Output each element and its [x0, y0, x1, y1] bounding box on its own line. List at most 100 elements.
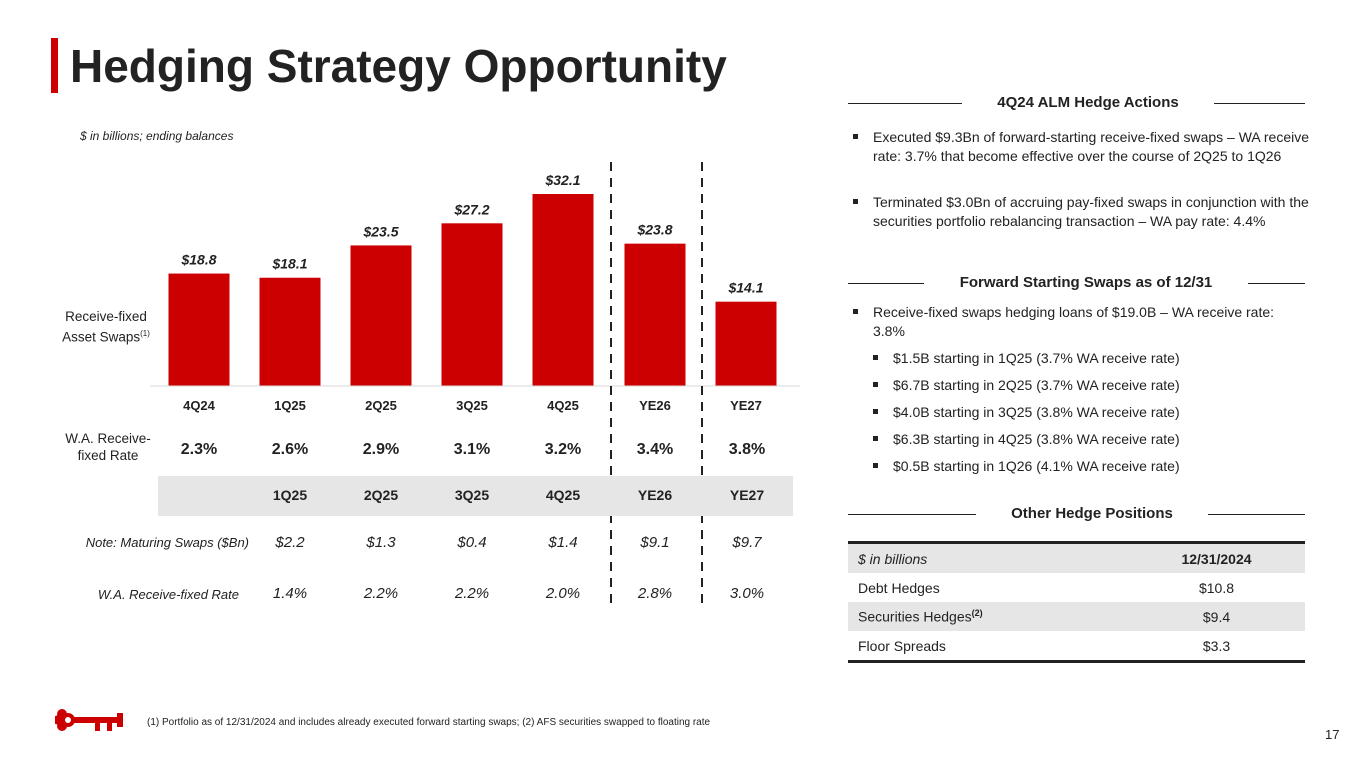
bullet-square-icon [853, 134, 858, 139]
maturing-rate-4q25: 2.0% [545, 585, 581, 602]
maturing-rate-ye27: 3.0% [729, 585, 765, 602]
maturing-swaps-1q25: $2.2 [275, 534, 305, 551]
alm-bullet-1-text: Executed $9.3Bn of forward-starting rece… [873, 129, 1310, 164]
bullet-square-icon [873, 436, 878, 441]
rate-row-label-line2: fixed Rate [77, 448, 139, 463]
maturing-swaps-label: Note: Maturing Swaps ($Bn) [85, 535, 249, 550]
maturing-header-1q25: 1Q25 [272, 487, 308, 503]
forward-main-text: Receive-fixed swaps hedging loans of $19… [873, 304, 1275, 339]
bullet-square-icon [873, 463, 878, 468]
bar-4q25 [532, 194, 594, 386]
maturing-rate-3q25: 2.2% [454, 585, 490, 602]
bar-2q25 [350, 245, 412, 386]
rate-4q24: 2.3% [180, 441, 218, 458]
category-label-2q25: 2Q25 [365, 398, 397, 413]
value-label-4q25: $32.1 [544, 172, 580, 188]
value-label-ye26: $23.8 [636, 222, 672, 238]
table-row-label: Debt Hedges [858, 579, 940, 596]
bar-3q25 [441, 223, 503, 386]
maturing-header-ye26: YE26 [637, 487, 673, 503]
maturing-swaps-2q25: $1.3 [366, 534, 396, 551]
maturing-header-3q25: 3Q25 [454, 487, 490, 503]
other-hedge-table: $ in billions 12/31/2024 Debt Hedges $10… [848, 541, 1305, 663]
units-note: $ in billions; ending balances [80, 129, 234, 143]
rate-ye27: 3.8% [728, 441, 766, 458]
bullet-square-icon [873, 382, 878, 387]
bar-4q24 [168, 273, 230, 386]
forward-sub-bullet-5: $0.5B starting in 1Q26 (4.1% WA receive … [873, 457, 1273, 476]
category-label-4q25: 4Q25 [547, 398, 579, 413]
maturing-swaps-ye27: $9.7 [732, 534, 762, 551]
table-row-label-wrap: Securities Hedges(2) [848, 608, 1128, 625]
swaps-bar-chart: $18.8 $18.1 $23.5 $27.2 $32.1 $23.8 $14.1 4Q24… [150, 162, 800, 606]
other-heading: Other Hedge Positions [976, 505, 1208, 522]
maturing-rate-label: W.A. Receive-fixed Rate [97, 587, 239, 602]
rate-row-label: W.A. Receive- fixed Rate [58, 430, 158, 464]
key-logo-icon [55, 709, 123, 731]
forward-heading: Forward Starting Swaps as of 12/31 [924, 274, 1248, 291]
maturing-header-4q25: 4Q25 [545, 487, 581, 503]
alm-bullet-2-text: Terminated $3.0Bn of accruing pay-fixed … [873, 194, 1309, 229]
maturing-header-2q25: 2Q25 [363, 487, 399, 503]
table-header-col1: $ in billions [858, 550, 928, 567]
forward-sub-bullet-4: $6.3B starting in 4Q25 (3.8% WA receive … [873, 430, 1273, 449]
category-label-3q25: 3Q25 [456, 398, 488, 413]
table-row-value: $9.4 [1202, 608, 1231, 625]
table-row-footnote: (2) [971, 608, 983, 619]
maturing-header-band [158, 476, 793, 516]
maturing-header-ye27: YE27 [729, 487, 765, 503]
bar-1q25 [259, 277, 321, 386]
category-labels-group: 4Q24 1Q25 2Q25 3Q25 4Q25 YE26 YE27 [183, 398, 762, 413]
maturing-swaps-3q25: $0.4 [457, 534, 487, 551]
maturing-rate-ye26: 2.8% [637, 585, 673, 602]
table-header-col2: 12/31/2024 [1181, 550, 1252, 567]
table-row: Securities Hedges(2) $9.4 [848, 602, 1305, 631]
series-label-line1: Receive-fixed [65, 309, 147, 324]
value-label-4q24: $18.8 [180, 252, 216, 268]
table-row-value: $10.8 [1198, 579, 1235, 596]
forward-sub-5-text: $0.5B starting in 1Q26 (4.1% WA receive … [893, 458, 1180, 474]
forward-sub-bullet-1: $1.5B starting in 1Q25 (3.7% WA receive … [873, 349, 1273, 368]
forward-sub-bullet-3: $4.0B starting in 3Q25 (3.8% WA receive … [873, 403, 1273, 422]
maturing-swaps-4q25: $1.4 [548, 534, 578, 551]
bullet-square-icon [873, 355, 878, 360]
footnote: (1) Portfolio as of 12/31/2024 and inclu… [147, 717, 711, 728]
maturing-swaps-ye26: $9.1 [640, 534, 670, 551]
title-accent-bar [51, 38, 58, 93]
page-title: Hedging Strategy Opportunity [70, 40, 727, 92]
series-label: Receive-fixed Asset Swaps(1) [56, 308, 156, 346]
value-label-2q25: $23.5 [362, 223, 398, 239]
forward-sub-1-text: $1.5B starting in 1Q25 (3.7% WA receive … [893, 350, 1180, 366]
table-header-row: $ in billions 12/31/2024 [848, 544, 1305, 573]
bullet-square-icon [853, 199, 858, 204]
category-label-4q24: 4Q24 [183, 398, 216, 413]
page-number: 17 [1325, 727, 1340, 742]
bullet-square-icon [873, 409, 878, 414]
alm-heading: 4Q24 ALM Hedge Actions [962, 94, 1214, 111]
forward-sub-bullet-2: $6.7B starting in 2Q25 (3.7% WA receive … [873, 376, 1273, 395]
rate-ye26: 3.4% [636, 441, 674, 458]
value-label-1q25: $18.1 [271, 256, 307, 272]
series-label-footnote: (1) [140, 329, 150, 338]
table-row: Debt Hedges $10.8 [848, 573, 1305, 602]
alm-bullet-1: Executed $9.3Bn of forward-starting rece… [853, 128, 1313, 166]
category-label-ye26: YE26 [639, 398, 671, 413]
value-label-ye27: $14.1 [727, 280, 763, 296]
forward-main-bullet: Receive-fixed swaps hedging loans of $19… [853, 303, 1303, 341]
rate-3q25: 3.1% [453, 441, 491, 458]
value-label-3q25: $27.2 [453, 201, 489, 217]
table-row-value: $3.3 [1202, 637, 1231, 654]
bars-group [168, 194, 777, 386]
series-label-line2: Asset Swaps [62, 329, 141, 345]
rate-4q25: 3.2% [544, 441, 582, 458]
rate-row-label-line1: W.A. Receive- [65, 431, 151, 446]
alm-bullet-2: Terminated $3.0Bn of accruing pay-fixed … [853, 193, 1313, 231]
value-labels-group: $18.8 $18.1 $23.5 $27.2 $32.1 $23.8 $14.1 [180, 172, 763, 296]
maturing-rate-1q25: 1.4% [272, 585, 308, 602]
forward-sub-2-text: $6.7B starting in 2Q25 (3.7% WA receive … [893, 377, 1180, 393]
maturing-rate-2q25: 2.2% [363, 585, 399, 602]
category-label-ye27: YE27 [730, 398, 762, 413]
bar-ye27 [715, 301, 777, 386]
bullet-square-icon [853, 309, 858, 314]
table-row-label: Securities Hedges [858, 608, 972, 625]
